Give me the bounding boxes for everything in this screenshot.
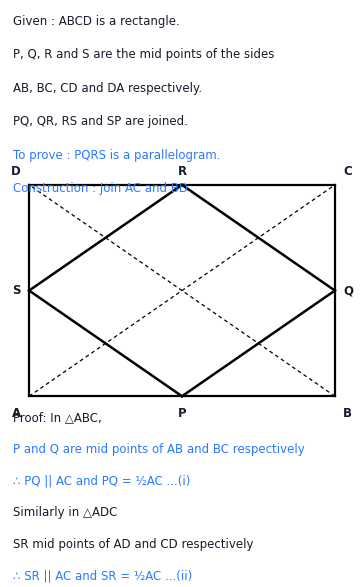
Text: A: A (12, 407, 21, 420)
Text: PQ, QR, RS and SP are joined.: PQ, QR, RS and SP are joined. (13, 115, 187, 128)
Text: Given : ABCD is a rectangle.: Given : ABCD is a rectangle. (13, 15, 179, 28)
Text: P, Q, R and S are the mid points of the sides: P, Q, R and S are the mid points of the … (13, 48, 274, 61)
Text: S: S (13, 284, 21, 297)
Text: AB, BC, CD and DA respectively.: AB, BC, CD and DA respectively. (13, 82, 202, 95)
Text: Similarly in △ADC: Similarly in △ADC (13, 506, 117, 519)
Text: To prove : PQRS is a parallelogram.: To prove : PQRS is a parallelogram. (13, 149, 220, 161)
Text: Construction : Join AC and BD.: Construction : Join AC and BD. (13, 182, 191, 195)
Text: Q: Q (343, 284, 353, 297)
Text: D: D (11, 166, 21, 178)
Text: SR mid points of AD and CD respectively: SR mid points of AD and CD respectively (13, 538, 253, 551)
Text: P: P (178, 407, 186, 420)
Text: ∴ SR || AC and SR = ½AC ...(ii): ∴ SR || AC and SR = ½AC ...(ii) (13, 569, 192, 582)
Text: R: R (177, 166, 187, 178)
Text: Proof: In △ABC,: Proof: In △ABC, (13, 411, 102, 424)
Text: C: C (343, 166, 352, 178)
Text: ∴ PQ || AC and PQ = ½AC ...(i): ∴ PQ || AC and PQ = ½AC ...(i) (13, 474, 190, 487)
Text: B: B (343, 407, 352, 420)
Text: P and Q are mid points of AB and BC respectively: P and Q are mid points of AB and BC resp… (13, 443, 305, 456)
